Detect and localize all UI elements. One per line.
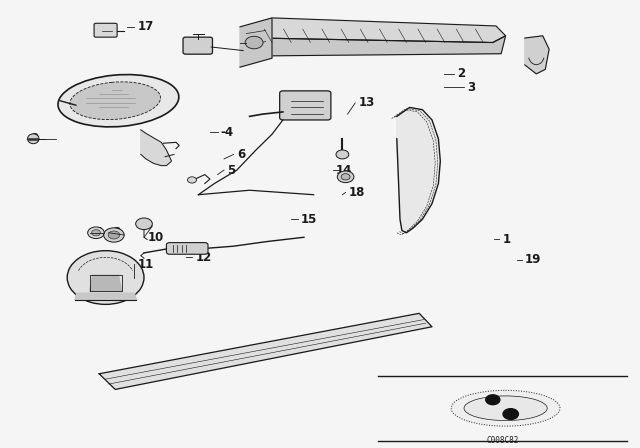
Text: -4: -4	[221, 125, 234, 138]
Text: 14: 14	[336, 164, 353, 177]
Circle shape	[503, 409, 518, 419]
Text: 5: 5	[227, 164, 236, 177]
Text: 16: 16	[250, 36, 266, 49]
Text: C008C82: C008C82	[486, 436, 518, 445]
Text: 8: 8	[112, 226, 120, 239]
Circle shape	[341, 174, 350, 180]
Text: 3: 3	[467, 81, 476, 94]
FancyBboxPatch shape	[280, 91, 331, 120]
Polygon shape	[75, 293, 136, 300]
Text: 2: 2	[458, 67, 466, 80]
Wedge shape	[67, 251, 144, 304]
Circle shape	[104, 228, 124, 242]
Polygon shape	[99, 313, 432, 389]
Ellipse shape	[464, 396, 547, 421]
Circle shape	[486, 395, 500, 405]
Text: 11: 11	[138, 258, 154, 271]
Text: 13: 13	[358, 96, 374, 109]
Polygon shape	[253, 18, 506, 43]
Polygon shape	[256, 36, 506, 56]
Circle shape	[188, 177, 196, 183]
FancyBboxPatch shape	[94, 23, 117, 37]
Circle shape	[88, 227, 104, 239]
Text: 17: 17	[138, 20, 154, 33]
Circle shape	[337, 171, 354, 183]
Text: 18: 18	[349, 186, 365, 199]
Circle shape	[245, 36, 263, 49]
Polygon shape	[397, 108, 440, 233]
Text: 12: 12	[195, 251, 211, 264]
Circle shape	[336, 150, 349, 159]
Circle shape	[92, 230, 100, 236]
Polygon shape	[90, 275, 122, 291]
Text: 7: 7	[93, 226, 101, 239]
Polygon shape	[525, 36, 549, 74]
FancyBboxPatch shape	[183, 37, 212, 54]
Ellipse shape	[58, 74, 179, 127]
Text: 19: 19	[525, 253, 541, 266]
Ellipse shape	[451, 390, 560, 426]
Ellipse shape	[28, 134, 39, 144]
Text: 15: 15	[301, 213, 317, 226]
Text: 6: 6	[237, 148, 245, 161]
Polygon shape	[141, 130, 172, 166]
Text: 1: 1	[502, 233, 511, 246]
FancyBboxPatch shape	[166, 243, 208, 254]
Circle shape	[136, 218, 152, 230]
Polygon shape	[240, 18, 272, 67]
Ellipse shape	[70, 82, 161, 120]
Circle shape	[108, 231, 120, 239]
Text: 10: 10	[147, 231, 163, 244]
Text: 9: 9	[31, 132, 39, 145]
